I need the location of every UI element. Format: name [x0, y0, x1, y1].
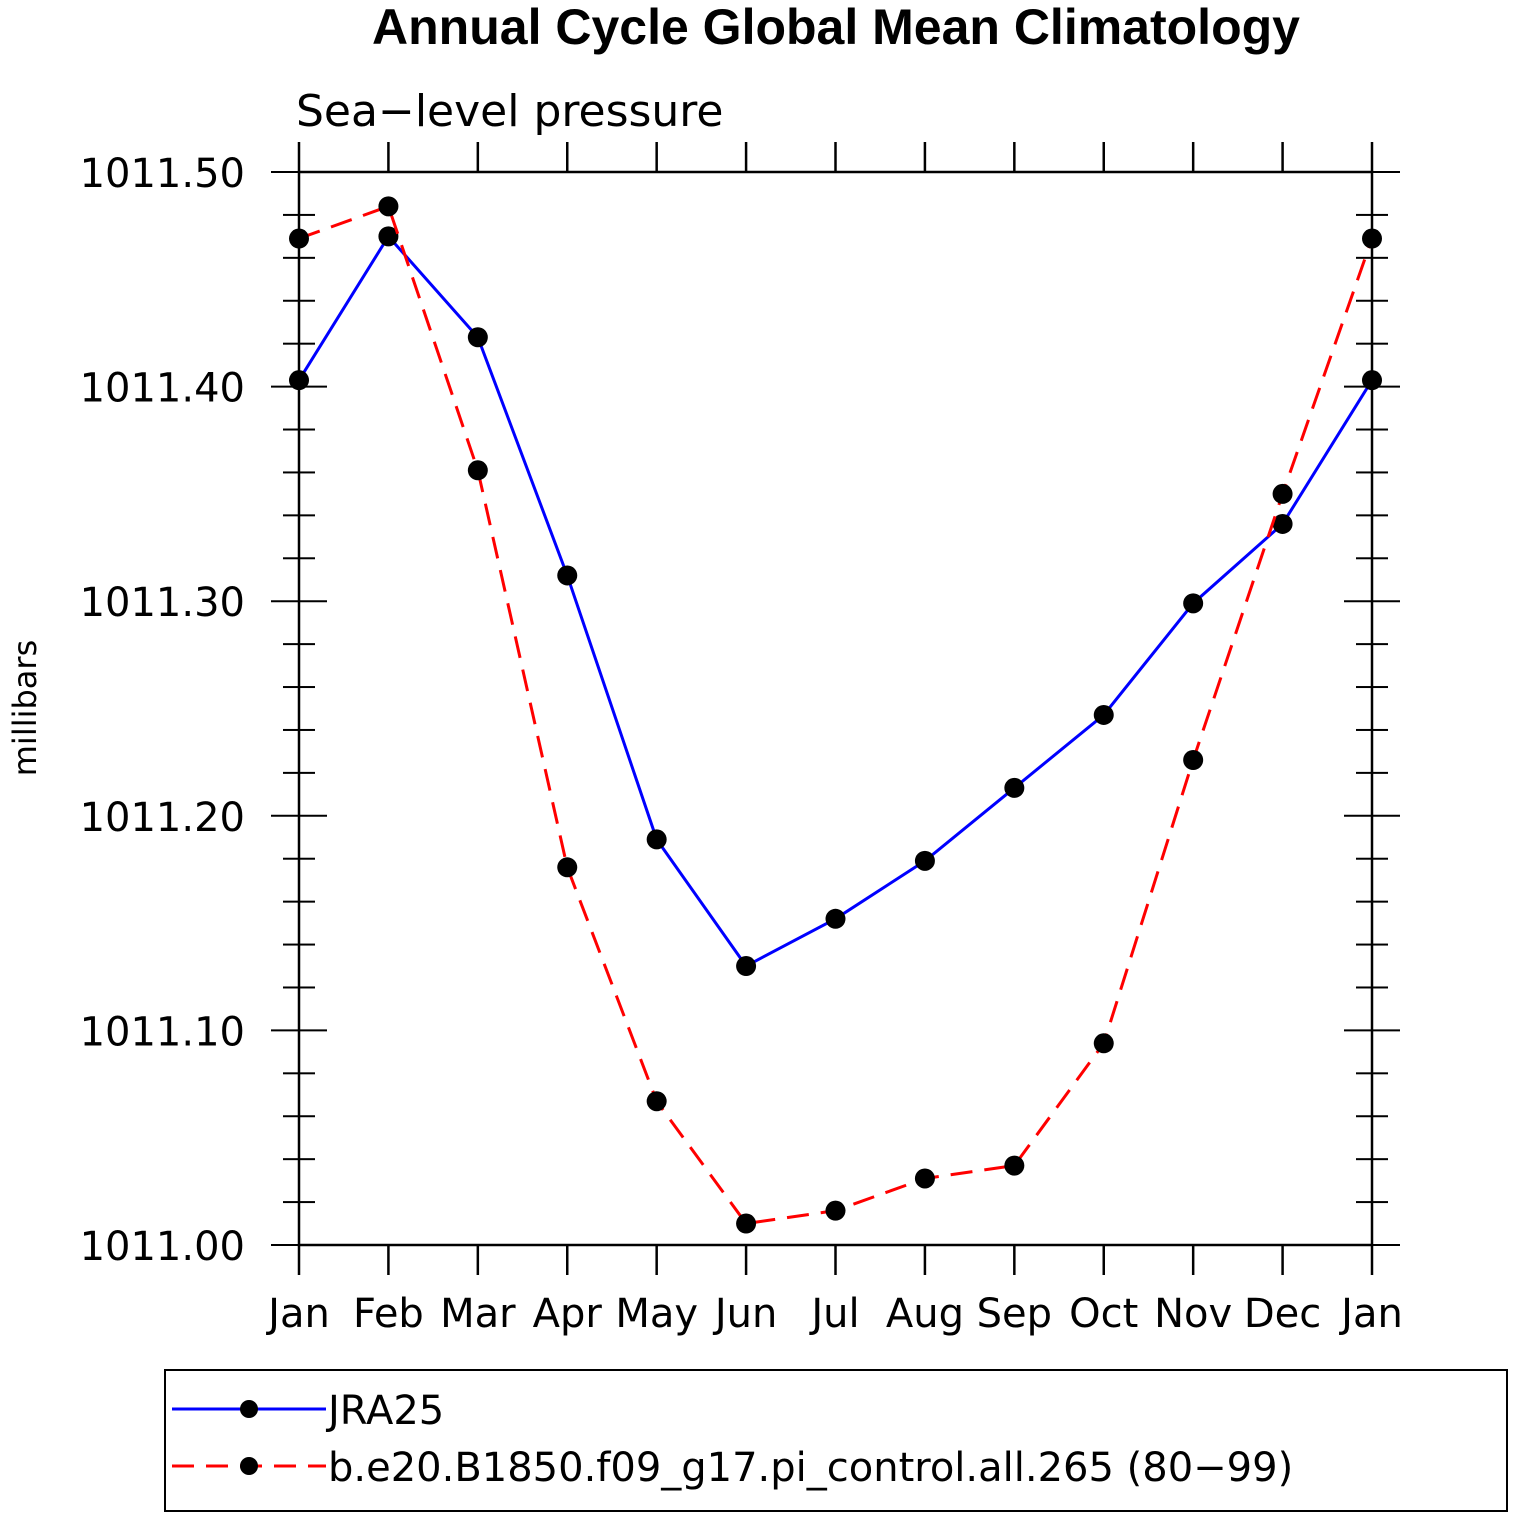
series-1-point: [914, 1168, 935, 1189]
y-tick-labels: 1011.00 1011.10 1011.20 1011.30 1011.40 1011.…: [80, 151, 245, 1270]
series-1-point: [557, 857, 578, 878]
plot-frame: [297, 170, 1374, 1247]
axis-ticks: [271, 142, 1400, 1275]
series-line-0: [297, 233, 1374, 968]
legend: JRA25 b.e20.B1850.f09_g17.pi_control.all…: [164, 1369, 1508, 1512]
y-tick-label: 1011.00: [80, 1224, 245, 1270]
x-tick-label: Dec: [1244, 1291, 1321, 1337]
series-0-point: [467, 327, 488, 348]
y-tick-label: 1011.40: [80, 366, 245, 412]
x-tick-label: Jun: [712, 1291, 778, 1337]
x-tick-label: Aug: [886, 1291, 964, 1337]
x-tick-label: Mar: [440, 1291, 516, 1337]
series-1-point: [825, 1200, 846, 1221]
x-tick-label: Nov: [1154, 1291, 1232, 1337]
x-tick-label: Jan: [265, 1291, 330, 1337]
series-1-point: [1183, 750, 1204, 771]
x-tick-label: Apr: [533, 1291, 603, 1337]
series-1-point: [378, 196, 399, 217]
series-1-point: [1093, 1033, 1114, 1054]
series-0-point: [1272, 513, 1293, 534]
y-tick-label: 1011.10: [80, 1009, 245, 1055]
y-tick-label: 1011.30: [80, 580, 245, 626]
y-tick-label: 1011.50: [80, 151, 245, 197]
legend-box: [164, 1369, 1508, 1512]
series-1-point: [736, 1213, 757, 1234]
legend-marker-jra25: [240, 1400, 258, 1418]
series-0-point: [1183, 593, 1204, 614]
x-tick-label: Jan: [1338, 1291, 1403, 1337]
y-tick-label: 1011.20: [80, 795, 245, 841]
series-0-point: [914, 850, 935, 871]
series-1-point: [1272, 483, 1293, 504]
y-axis-label: millibars: [6, 640, 44, 776]
x-tick-label: Oct: [1069, 1291, 1138, 1337]
x-tick-label: May: [615, 1291, 698, 1337]
series-0-point: [557, 565, 578, 586]
series-1-point: [467, 460, 488, 481]
chart-subtitle: Sea−level pressure: [296, 86, 724, 137]
series-0-point: [1093, 704, 1114, 725]
x-tick-labels: Jan Feb Mar Apr May Jun Jul Aug Sep Oct Nov Dec Jan: [265, 1291, 1403, 1337]
series-layer: [289, 196, 1382, 1234]
series-0-point: [736, 956, 757, 977]
legend-marker-model: [240, 1457, 258, 1475]
x-tick-label: Sep: [977, 1291, 1052, 1337]
series-0-point: [378, 226, 399, 247]
series-line-1: [298, 204, 1374, 1226]
series-1-point: [1004, 1155, 1025, 1176]
legend-label-jra25: JRA25: [325, 1388, 444, 1434]
chart-title: Annual Cycle Global Mean Climatology: [372, 0, 1300, 55]
series-1-point: [646, 1091, 667, 1112]
x-tick-label: Feb: [353, 1291, 424, 1337]
series-0-point: [825, 908, 846, 929]
series-0-point: [1004, 777, 1025, 798]
series-0-point: [646, 829, 667, 850]
legend-label-model: b.e20.B1850.f09_g17.pi_control.all.265 (…: [328, 1445, 1293, 1491]
x-tick-label: Jul: [808, 1291, 859, 1337]
